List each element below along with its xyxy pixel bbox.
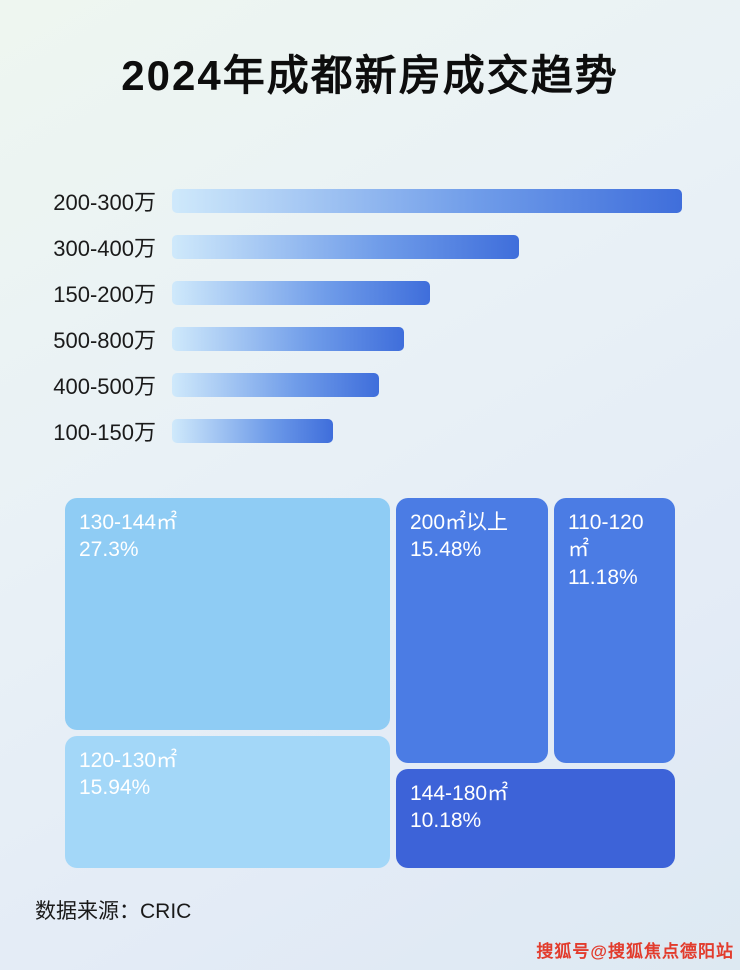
treemap-block-label: 110-120㎡: [568, 511, 644, 562]
data-source-label: 数据来源：CRIC: [35, 900, 192, 923]
treemap-block-120-130: 120-130㎡ 15.94%: [65, 736, 390, 868]
bar-category-label: 300-400万: [53, 236, 156, 261]
treemap-block-144-180: 144-180㎡ 10.18%: [396, 769, 675, 868]
treemap-block-110-120: 110-120㎡ 11.18%: [554, 498, 675, 763]
watermark: 搜狐号@搜狐焦点德阳站: [536, 942, 734, 961]
bar-track: [172, 327, 682, 351]
treemap-block-value: 15.94%: [79, 776, 151, 800]
treemap-block-value: 10.18%: [410, 809, 482, 833]
bar: [172, 235, 519, 259]
bar-category-label: 500-800万: [53, 328, 156, 353]
treemap-block-130-144: 130-144㎡ 27.3%: [65, 498, 390, 730]
bar-category-label: 400-500万: [53, 374, 156, 399]
bar: [172, 373, 380, 397]
bar-track: [172, 189, 682, 213]
bar: [172, 281, 430, 305]
bar-row: 500-800万: [42, 316, 682, 362]
treemap-block-label: 130-144㎡: [79, 511, 178, 534]
page-title: 2024年成都新房成交趋势: [121, 52, 619, 99]
bar-row: 200-300万: [42, 178, 682, 224]
bar-category-label: 200-300万: [53, 190, 156, 215]
bar-category-label: 100-150万: [53, 420, 156, 445]
bar-chart: 200-300万 300-400万 150-200万 500-800万 400-500万…: [42, 178, 682, 454]
bar-category-label: 150-200万: [53, 282, 156, 307]
treemap-block-value: 11.18%: [568, 565, 638, 589]
treemap-block-label: 200㎡以上: [410, 511, 509, 534]
treemap-chart: 130-144㎡ 27.3% 120-130㎡ 15.94% 200㎡以上 15…: [65, 498, 675, 868]
bar-row: 100-150万: [42, 408, 682, 454]
bar: [172, 419, 333, 443]
bar: [172, 327, 404, 351]
bar-track: [172, 373, 682, 397]
treemap-block-label: 120-130㎡: [79, 749, 178, 772]
bar-row: 300-400万: [42, 224, 682, 270]
bar-track: [172, 419, 682, 443]
bar: [172, 189, 682, 213]
treemap-block-value: 15.48%: [410, 538, 482, 562]
bar-row: 150-200万: [42, 270, 682, 316]
treemap-block-label: 144-180㎡: [410, 782, 509, 805]
bar-track: [172, 235, 682, 259]
treemap-block-value: 27.3%: [79, 538, 139, 562]
treemap-block-200-plus: 200㎡以上 15.48%: [396, 498, 548, 763]
bar-track: [172, 281, 682, 305]
bar-row: 400-500万: [42, 362, 682, 408]
